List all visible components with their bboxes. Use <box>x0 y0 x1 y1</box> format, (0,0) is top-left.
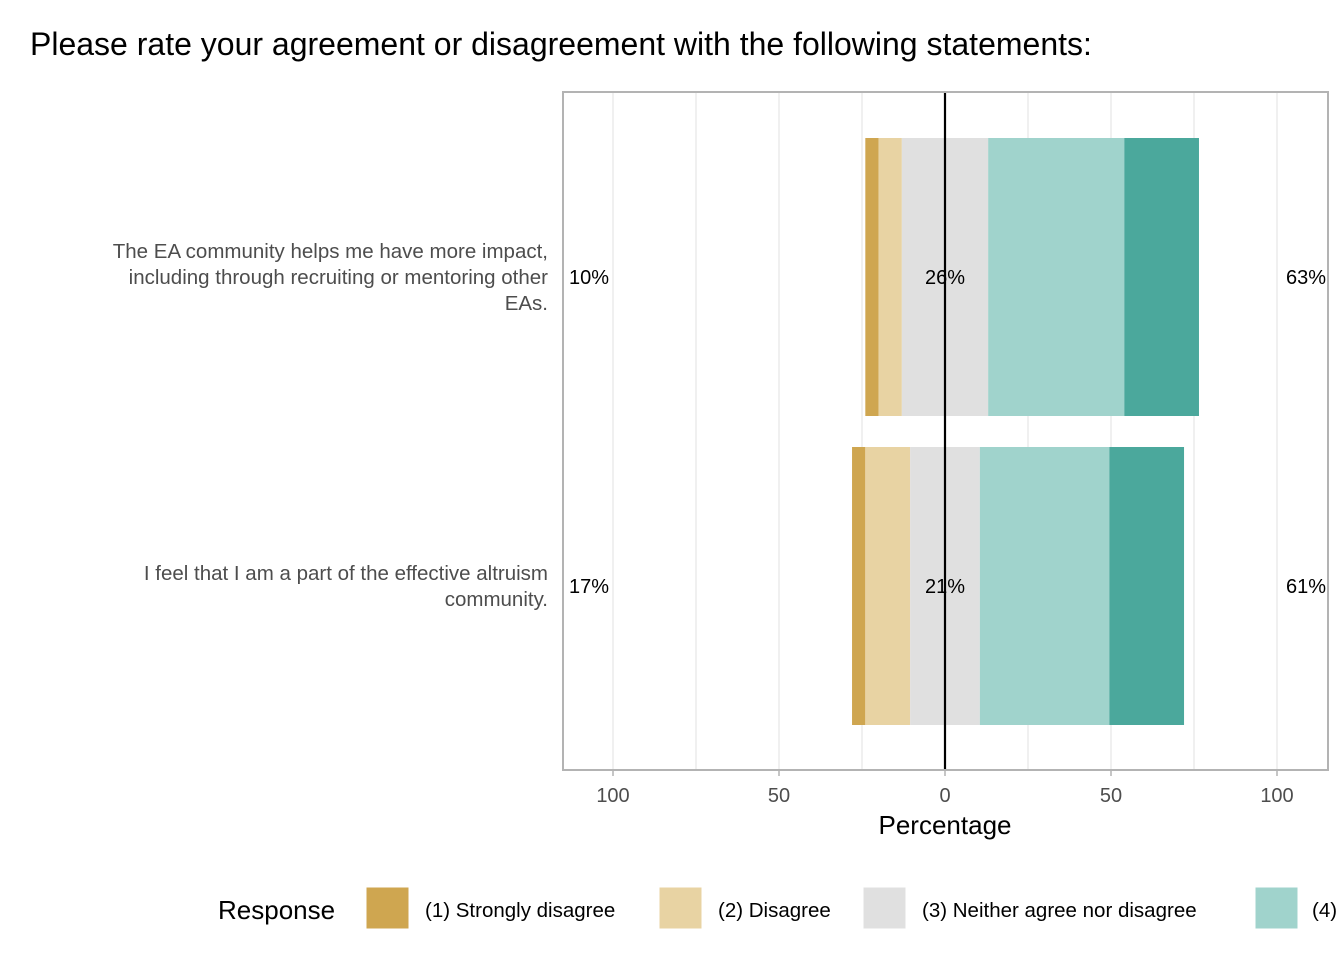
category-label-line: community. <box>445 588 548 611</box>
legend-entry-label: (4) <box>1312 899 1337 922</box>
legend-key <box>1254 886 1299 930</box>
legend-key <box>862 886 907 930</box>
category-label-line: including through recruiting or mentorin… <box>129 266 549 289</box>
category-label-line: EAs. <box>505 292 548 315</box>
category-label-line: I feel that I am a part of the effective… <box>144 562 548 585</box>
bar-segment-row2-response1 <box>852 447 866 725</box>
legend-entry-label: (3) Neither agree nor disagree <box>922 899 1197 922</box>
legend: Response (1) Strongly disagree (2) Disagr… <box>218 886 1337 930</box>
legend-entry-label: (2) Disagree <box>718 899 831 922</box>
left-percent-label: 17% <box>569 576 609 598</box>
right-percent-label: 63% <box>1286 267 1326 289</box>
bar-segment-row2-response2 <box>865 447 911 725</box>
legend-key <box>658 886 703 930</box>
value-labels: 10% 26% 63% 17% 21% 61% <box>569 267 1326 598</box>
legend-entry-label: (1) Strongly disagree <box>425 899 615 922</box>
x-tick-label: 0 <box>939 785 950 807</box>
category-labels: The EA community helps me have more impa… <box>113 240 548 611</box>
x-tick-label: 50 <box>768 785 790 807</box>
x-axis-ticks: 100 50 0 50 100 <box>596 770 1294 807</box>
left-percent-label: 10% <box>569 267 609 289</box>
x-tick-label: 50 <box>1100 785 1122 807</box>
bar-segment-row1-response2 <box>878 138 902 416</box>
bar-segment-row2-response4 <box>979 447 1110 725</box>
x-tick-label: 100 <box>596 785 629 807</box>
legend-key <box>365 886 410 930</box>
bars <box>852 138 1199 725</box>
bar-segment-row1-response5 <box>1124 138 1199 416</box>
chart-title: Please rate your agreement or disagreeme… <box>30 26 1092 62</box>
right-percent-label: 61% <box>1286 576 1326 598</box>
bar-segment-row2-response5 <box>1109 447 1185 725</box>
center-percent-label: 21% <box>925 576 965 598</box>
legend-title: Response <box>218 895 335 925</box>
x-axis-title: Percentage <box>879 810 1012 840</box>
center-percent-label: 26% <box>925 267 965 289</box>
category-label-line: The EA community helps me have more impa… <box>113 240 548 263</box>
bar-segment-row1-response4 <box>988 138 1125 416</box>
bar-segment-row1-response1 <box>865 138 879 416</box>
x-tick-label: 100 <box>1260 785 1293 807</box>
